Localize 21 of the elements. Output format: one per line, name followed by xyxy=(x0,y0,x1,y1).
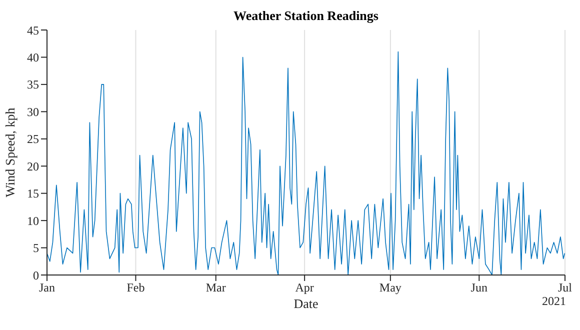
x-tick-label: Mar xyxy=(206,280,226,295)
y-tick-label: 20 xyxy=(27,159,39,174)
y-tick-label: 15 xyxy=(27,186,39,201)
y-tick-label: 45 xyxy=(27,23,39,38)
y-tick-label: 30 xyxy=(27,104,39,119)
y-tick-label: 0 xyxy=(33,268,39,282)
y-tick-label: 25 xyxy=(27,132,39,146)
x-tick-label: Jun xyxy=(470,280,488,295)
y-tick-label: 10 xyxy=(27,214,39,228)
y-axis-title: Wind Speed, kph xyxy=(2,107,18,198)
text: 2021 xyxy=(542,294,566,309)
y-tick-label: 35 xyxy=(27,78,39,92)
x-tick-label: May xyxy=(379,280,402,295)
x-axis-title: Date xyxy=(294,296,318,311)
x-tick-label: Apr xyxy=(295,280,314,295)
x-tick-label: Jan xyxy=(39,280,55,295)
chart-title: Weather Station Readings xyxy=(232,8,380,24)
y-tick-label: 40 xyxy=(27,50,39,64)
x-tick-label: Feb xyxy=(126,280,145,295)
y-tick-label: 5 xyxy=(33,241,39,256)
x-tick-label: Jul xyxy=(558,280,573,295)
